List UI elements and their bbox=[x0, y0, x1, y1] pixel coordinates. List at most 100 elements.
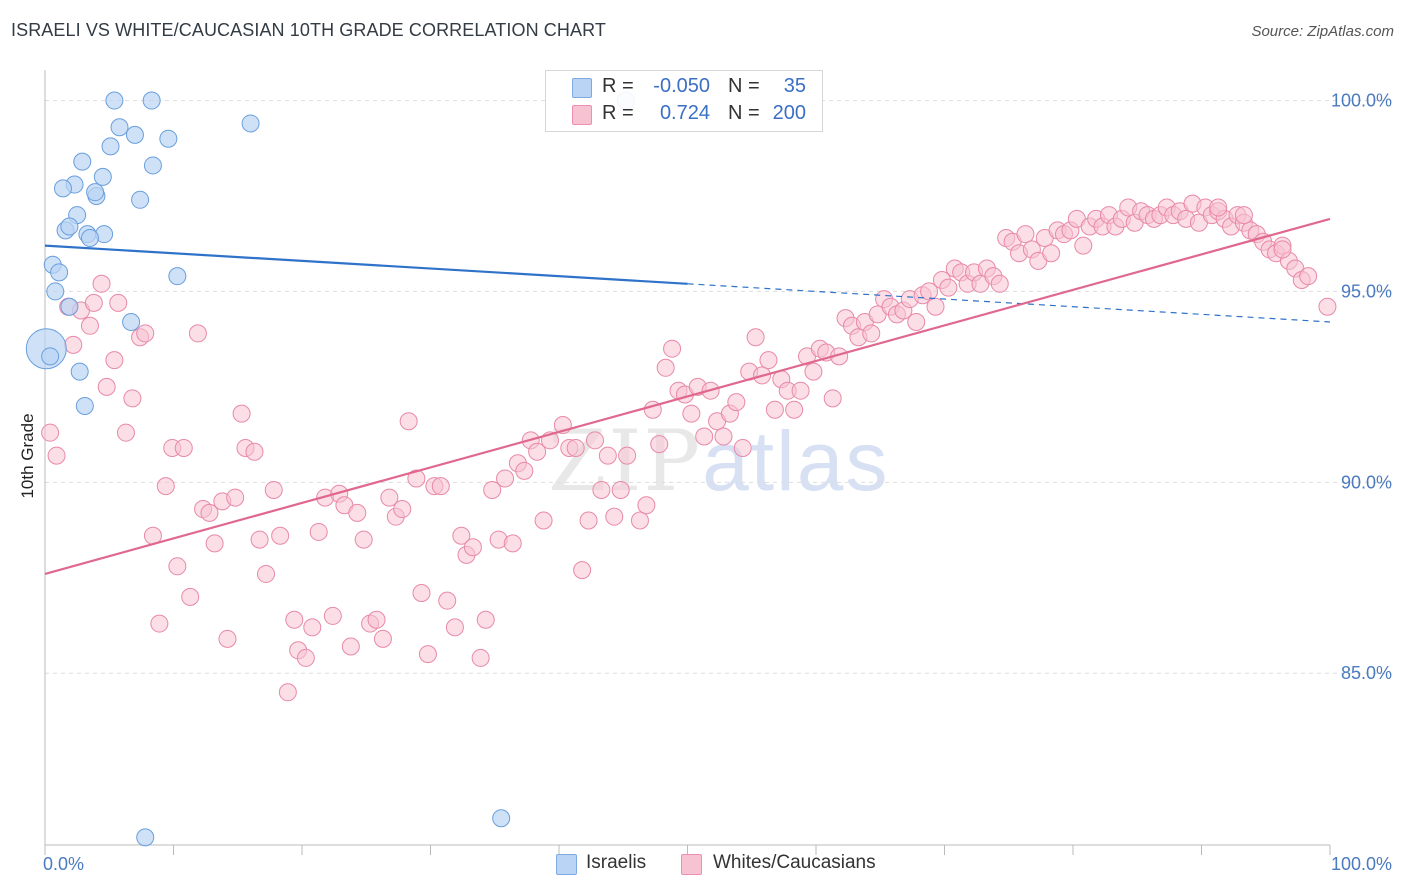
whites-point bbox=[309, 522, 328, 541]
whites-point bbox=[471, 648, 490, 667]
watermark-atlas: atlas bbox=[702, 414, 890, 508]
whites-point bbox=[1299, 267, 1318, 286]
whites-point bbox=[695, 427, 714, 446]
israelis-point bbox=[73, 152, 92, 171]
whites-point bbox=[746, 328, 765, 347]
israelis-point bbox=[50, 263, 69, 282]
whites-point bbox=[373, 629, 392, 648]
whites-point bbox=[939, 278, 958, 297]
israelis-point bbox=[75, 396, 94, 415]
whites-points bbox=[41, 194, 1337, 702]
israelis-point bbox=[46, 282, 65, 301]
y-tick-label: 100.0% bbox=[1331, 91, 1392, 111]
israelis-trend-line bbox=[44, 244, 688, 285]
legend-r-label: R = bbox=[602, 75, 634, 97]
israelis-point bbox=[168, 267, 187, 286]
y-tick-label: 85.0% bbox=[1341, 663, 1392, 683]
whites-point bbox=[1209, 198, 1228, 217]
whites-point bbox=[1234, 206, 1253, 225]
israelis-point bbox=[125, 125, 144, 144]
whites-point bbox=[920, 282, 939, 301]
israelis-point bbox=[41, 347, 60, 366]
y-tick-label: 95.0% bbox=[1341, 281, 1392, 301]
whites-point bbox=[452, 526, 471, 545]
israelis-point bbox=[131, 190, 150, 209]
whites-point bbox=[611, 480, 630, 499]
whites-point bbox=[637, 496, 656, 515]
whites-point bbox=[150, 614, 169, 633]
tick-labels: 85.0% 90.0% 95.0% 100.0% 0.0% 100.0% bbox=[43, 91, 1392, 874]
whites-point bbox=[232, 404, 251, 423]
whites-point bbox=[585, 431, 604, 450]
whites-point bbox=[630, 511, 649, 530]
whites-point bbox=[116, 423, 135, 442]
whites-point bbox=[907, 312, 926, 331]
whites-point bbox=[341, 637, 360, 656]
whites-point bbox=[393, 500, 412, 519]
legend-n-label: N = bbox=[728, 102, 760, 124]
whites-point bbox=[804, 362, 823, 381]
whites-point bbox=[618, 446, 637, 465]
whites-point bbox=[1016, 225, 1035, 244]
whites-point bbox=[80, 316, 99, 335]
whites-point bbox=[136, 324, 155, 343]
whites-point bbox=[765, 400, 784, 419]
whites-point bbox=[168, 557, 187, 576]
israelis-point bbox=[241, 114, 260, 133]
whites-point bbox=[515, 461, 534, 480]
whites-point bbox=[303, 618, 322, 637]
legend-r-label: R = bbox=[602, 102, 634, 124]
whites-point bbox=[483, 480, 502, 499]
whites-point bbox=[579, 511, 598, 530]
whites-point bbox=[264, 480, 283, 499]
israelis-point bbox=[136, 828, 155, 847]
whites-legend-swatch bbox=[681, 854, 702, 875]
whites-point bbox=[438, 591, 457, 610]
israelis-trend-extension bbox=[687, 283, 1331, 323]
whites-point bbox=[407, 469, 426, 488]
israelis-point bbox=[80, 228, 99, 247]
whites-point bbox=[418, 645, 437, 664]
whites-point bbox=[1318, 297, 1337, 316]
whites-point bbox=[200, 503, 219, 522]
whites-point bbox=[41, 423, 60, 442]
whites-point bbox=[271, 526, 290, 545]
whites-point bbox=[47, 446, 66, 465]
israelis-legend-swatch bbox=[556, 854, 577, 875]
whites-point bbox=[250, 530, 269, 549]
whites-point bbox=[862, 324, 881, 343]
legend-n-value: 200 bbox=[772, 102, 806, 124]
israelis-point bbox=[105, 91, 124, 110]
whites-legend-label: Whites/Caucasians bbox=[713, 852, 876, 873]
legend-r-value: -0.050 bbox=[653, 75, 710, 97]
whites-point bbox=[650, 435, 669, 454]
whites-point bbox=[245, 442, 264, 461]
israelis-points bbox=[25, 91, 635, 847]
whites-point bbox=[463, 538, 482, 557]
whites-point bbox=[218, 629, 237, 648]
whites-point bbox=[990, 274, 1009, 293]
whites-point bbox=[431, 477, 450, 496]
israelis-point bbox=[101, 137, 120, 156]
whites-point bbox=[188, 324, 207, 343]
israelis-point bbox=[110, 118, 129, 137]
whites-point bbox=[714, 427, 733, 446]
stats-legend: R = -0.050 N = 35 R = 0.724 N = 200 bbox=[545, 70, 823, 132]
legend-n-label: N = bbox=[728, 75, 760, 97]
israelis-point bbox=[142, 91, 161, 110]
whites-point bbox=[605, 507, 624, 526]
whites-point bbox=[84, 293, 103, 312]
source-credit: Source: ZipAtlas.com bbox=[1251, 23, 1394, 40]
whites-point bbox=[592, 480, 611, 499]
y-axis-label: 10th Grade bbox=[18, 413, 37, 498]
whites-point bbox=[566, 438, 585, 457]
whites-point bbox=[257, 564, 276, 583]
israelis-point bbox=[492, 809, 511, 828]
whites-point bbox=[226, 488, 245, 507]
whites-point bbox=[445, 618, 464, 637]
whites-point bbox=[105, 351, 124, 370]
whites-point bbox=[97, 377, 116, 396]
israelis-point bbox=[70, 362, 89, 381]
whites-point bbox=[367, 610, 386, 629]
